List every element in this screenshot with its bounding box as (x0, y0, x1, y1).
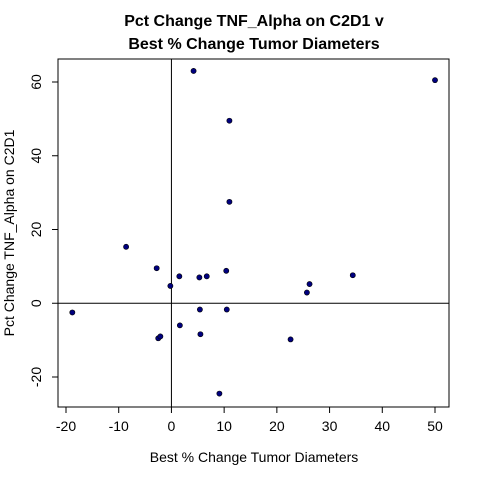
data-point (349, 272, 356, 279)
data-point (223, 306, 230, 313)
x-tick-label: 50 (427, 418, 443, 434)
reference-lines (58, 59, 449, 407)
data-point (157, 333, 164, 340)
y-tick-label: -20 (28, 367, 44, 387)
x-axis-label: Best % Change Tumor Diameters (150, 449, 359, 465)
x-tick-label: -10 (109, 418, 129, 434)
y-tick-label: 60 (28, 74, 44, 90)
data-point (190, 68, 197, 74)
x-tick-label: 10 (216, 418, 232, 434)
data-point (153, 265, 160, 272)
x-tick-label: 20 (269, 418, 285, 434)
x-axis: -20 -10 0 10 20 30 40 50 (56, 407, 443, 434)
x-tick-label: 40 (374, 418, 390, 434)
x-tick-label: 30 (322, 418, 338, 434)
x-tick-label: -20 (56, 418, 76, 434)
y-tick-label: 20 (28, 222, 44, 238)
y-tick-label: 40 (28, 148, 44, 164)
data-point (123, 243, 129, 250)
data-point (69, 309, 76, 316)
data-point (196, 274, 203, 281)
data-point (176, 322, 183, 329)
data-point (306, 281, 313, 287)
chart-title-line-2: Best % Change Tumor Diameters (128, 36, 379, 53)
data-point (216, 390, 223, 397)
y-tick-label: 0 (28, 299, 44, 307)
data-point (196, 306, 203, 313)
plot-frame (57, 58, 450, 408)
data-point (176, 273, 183, 280)
data-point (226, 198, 233, 205)
y-axis-label: Pct Change TNF_Alpha on C2D1 (1, 129, 17, 336)
data-point (197, 331, 204, 338)
chart-title-line-1: Pct Change TNF_Alpha on C2D1 v (124, 13, 384, 30)
data-point (432, 77, 438, 84)
data-point (167, 283, 174, 289)
data-point (304, 289, 310, 296)
data-point (226, 117, 233, 124)
y-axis: -20 0 20 40 60 (28, 74, 58, 387)
data-point (203, 273, 210, 280)
data-point (287, 336, 294, 343)
data-point (223, 267, 230, 274)
data-points (69, 68, 438, 397)
x-tick-label: 0 (168, 418, 176, 434)
